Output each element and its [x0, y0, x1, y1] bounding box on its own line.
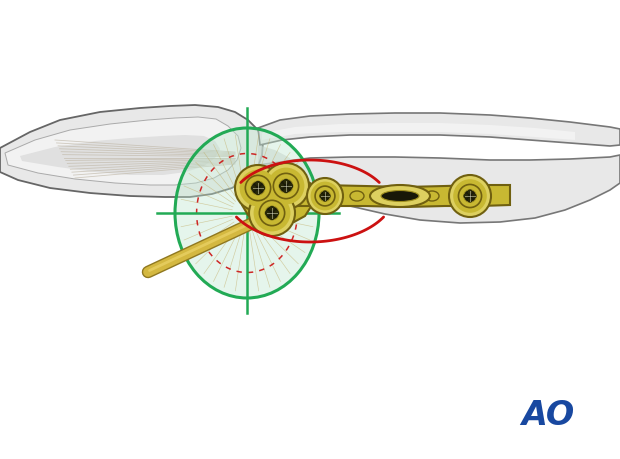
Polygon shape	[258, 145, 295, 175]
Circle shape	[288, 183, 293, 189]
Circle shape	[251, 181, 265, 195]
Circle shape	[449, 175, 491, 217]
Polygon shape	[262, 123, 575, 140]
Circle shape	[246, 175, 271, 201]
Circle shape	[307, 178, 343, 214]
Circle shape	[464, 194, 468, 198]
Circle shape	[323, 197, 327, 202]
Circle shape	[279, 179, 293, 193]
Circle shape	[259, 200, 285, 226]
Circle shape	[269, 206, 275, 211]
Circle shape	[283, 179, 289, 184]
Circle shape	[273, 174, 299, 199]
Circle shape	[464, 190, 476, 202]
Circle shape	[315, 186, 335, 206]
Circle shape	[467, 198, 472, 202]
Circle shape	[319, 194, 324, 198]
Circle shape	[472, 194, 477, 198]
Circle shape	[255, 181, 260, 186]
Ellipse shape	[425, 191, 439, 201]
Polygon shape	[295, 185, 510, 207]
Text: AO: AO	[521, 398, 575, 431]
Circle shape	[467, 190, 472, 194]
Circle shape	[235, 165, 281, 211]
Circle shape	[269, 215, 275, 220]
Circle shape	[260, 185, 265, 190]
Polygon shape	[258, 113, 620, 146]
Circle shape	[453, 179, 487, 213]
Circle shape	[319, 190, 330, 202]
Polygon shape	[241, 175, 314, 224]
Circle shape	[283, 188, 289, 193]
Circle shape	[251, 185, 256, 190]
Circle shape	[255, 190, 260, 195]
Circle shape	[327, 194, 330, 198]
Ellipse shape	[350, 191, 364, 201]
Polygon shape	[258, 155, 620, 223]
Polygon shape	[0, 105, 263, 197]
Ellipse shape	[370, 185, 430, 207]
Circle shape	[279, 183, 284, 189]
Circle shape	[265, 210, 270, 216]
Circle shape	[239, 169, 277, 207]
Ellipse shape	[381, 190, 419, 202]
Circle shape	[323, 190, 327, 195]
Circle shape	[458, 185, 482, 207]
Circle shape	[249, 190, 295, 236]
Circle shape	[254, 195, 290, 231]
Circle shape	[268, 168, 304, 204]
Circle shape	[265, 206, 279, 220]
Circle shape	[263, 163, 309, 209]
Polygon shape	[5, 117, 241, 185]
Polygon shape	[20, 135, 220, 175]
Circle shape	[311, 182, 339, 210]
Ellipse shape	[175, 128, 319, 298]
Circle shape	[274, 210, 279, 216]
